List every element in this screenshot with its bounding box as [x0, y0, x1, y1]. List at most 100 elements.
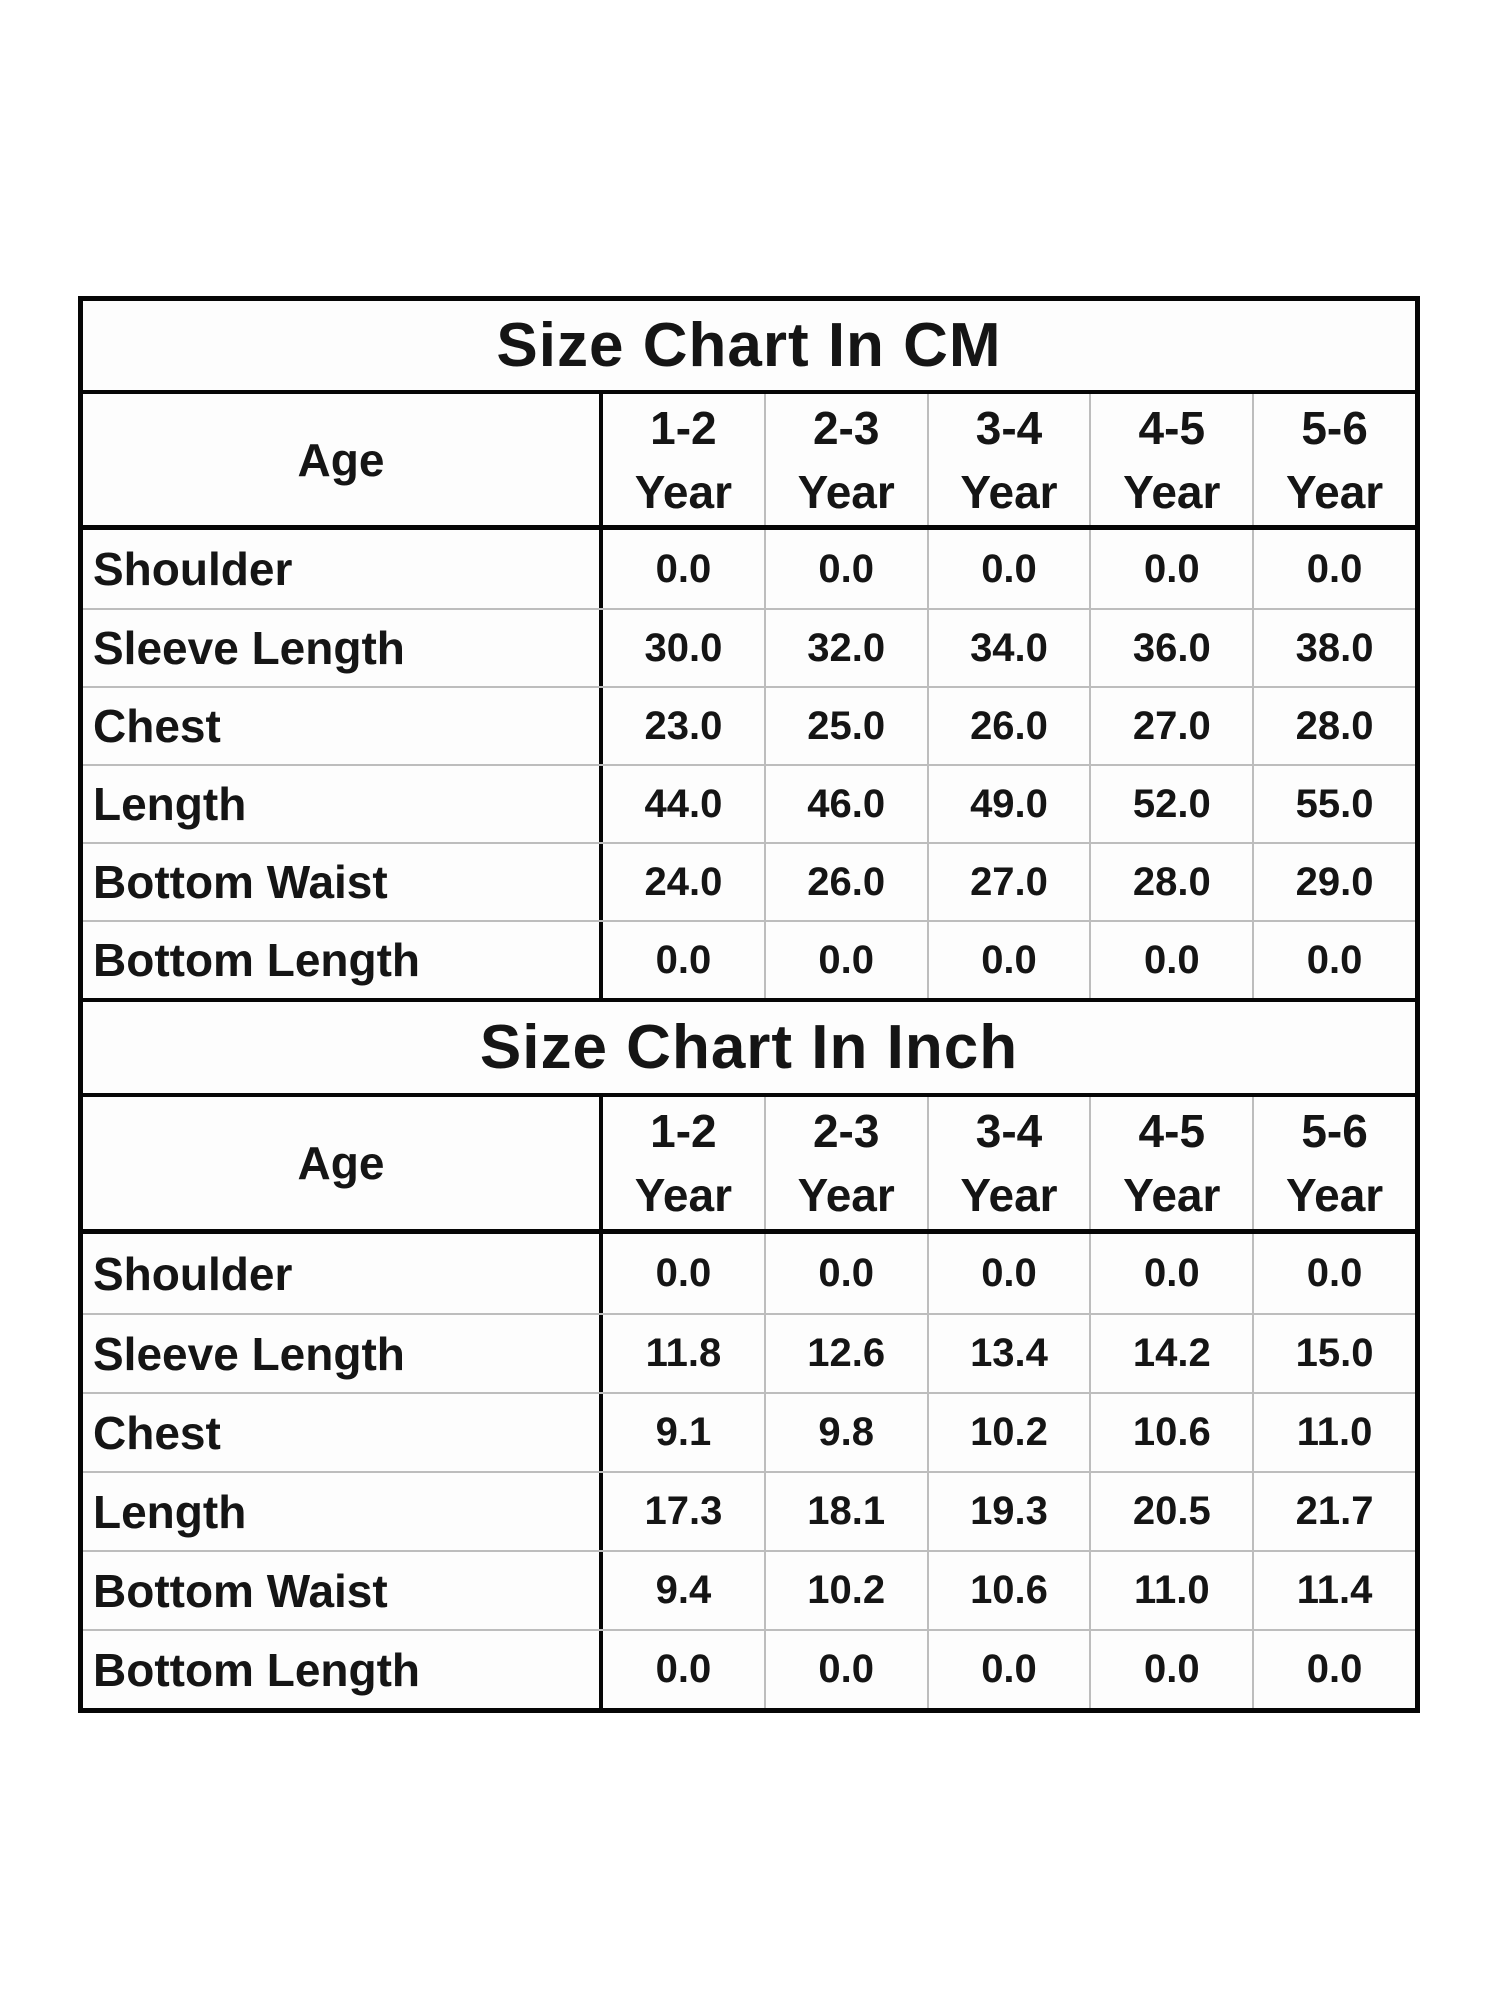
- cm-table-title: Size Chart In CM: [496, 311, 1002, 380]
- size-value-cell: 0.0: [655, 1251, 712, 1295]
- size-value-cell: 0.0: [763, 530, 927, 608]
- column-header-range: 4-5: [1138, 1105, 1206, 1157]
- size-value-cell: 11.0: [1089, 1552, 1252, 1629]
- row-label-cell: Sleeve Length: [83, 1315, 603, 1392]
- row-label: Bottom Length: [93, 1643, 421, 1696]
- column-header-unit: Year: [960, 465, 1058, 518]
- row-label: Shoulder: [93, 543, 293, 595]
- size-value-cell: 19.3: [926, 1473, 1090, 1550]
- inch-row-shoulder: Shoulder 0.0 0.0 0.0 0.0 0.0: [83, 1234, 1415, 1313]
- row-label-cell: Chest: [83, 688, 603, 764]
- cm-age-corner-cell: Age: [83, 394, 603, 525]
- row-label: Length: [93, 1485, 247, 1538]
- inch-table-title-row: Size Chart In Inch: [83, 998, 1415, 1097]
- column-header-unit: Year: [1123, 1169, 1221, 1221]
- inch-row-chest: Chest 9.1 9.8 10.2 10.6 11.0: [83, 1392, 1415, 1471]
- row-label-cell: Length: [83, 766, 603, 842]
- size-value-cell: 11.8: [645, 1331, 722, 1375]
- size-value-cell: 30.0: [644, 625, 723, 670]
- row-label: Chest: [93, 700, 221, 752]
- size-chart-sheet: Size Chart In CM Age 1-2 Year 2-3 Year 3…: [78, 296, 1420, 1713]
- size-value-cell: 36.0: [1089, 610, 1252, 686]
- size-value-cell: 0.0: [763, 922, 927, 998]
- inch-row-bottom-waist: Bottom Waist 9.4 10.2 10.6 11.0 11.4: [83, 1550, 1415, 1629]
- inch-row-bottom-length: Bottom Length 0.0 0.0 0.0 0.0 0.0: [83, 1629, 1415, 1708]
- column-header-range: 3-4: [975, 1105, 1043, 1157]
- column-header-unit: Year: [634, 465, 732, 518]
- size-value-cell: 32.0: [763, 610, 927, 686]
- size-value-cell: 20.5: [1089, 1473, 1252, 1550]
- size-value-cell: 14.2: [1089, 1315, 1252, 1392]
- size-value-cell: 0.0: [1252, 922, 1415, 998]
- column-header-unit: Year: [797, 465, 895, 518]
- row-label-cell: Shoulder: [83, 1234, 603, 1313]
- cm-column-header-4-5: 4-5 Year: [1089, 394, 1252, 525]
- cm-row-bottom-length: Bottom Length 0.0 0.0 0.0 0.0 0.0: [83, 920, 1415, 998]
- size-value-cell: 10.2: [926, 1394, 1090, 1471]
- column-header-unit: Year: [797, 1169, 895, 1221]
- column-header-unit: Year: [634, 1169, 732, 1221]
- size-value-cell: 29.0: [1252, 844, 1415, 920]
- row-label: Sleeve Length: [93, 622, 405, 674]
- cm-row-chest: Chest 23.0 25.0 26.0 27.0 28.0: [83, 686, 1415, 764]
- size-value-cell: 0.0: [763, 1631, 927, 1708]
- size-value-cell: 11.0: [1252, 1394, 1415, 1471]
- cm-row-sleeve-length: Sleeve Length 30.0 32.0 34.0 36.0 38.0: [83, 608, 1415, 686]
- size-value-cell: 9.8: [763, 1394, 927, 1471]
- column-header-unit: Year: [1285, 465, 1384, 518]
- row-label-cell: Shoulder: [83, 530, 603, 608]
- size-value-cell: 18.1: [763, 1473, 927, 1550]
- inch-column-header-4-5: 4-5 Year: [1089, 1097, 1252, 1229]
- column-header-range: 1-2: [650, 1105, 717, 1157]
- column-header-range: 5-6: [1301, 1105, 1368, 1157]
- size-value-cell: 0.0: [1252, 1631, 1415, 1708]
- cm-column-header-5-6: 5-6 Year: [1252, 394, 1415, 525]
- size-value-cell: 27.0: [1089, 688, 1252, 764]
- size-value-cell: 9.1: [655, 1410, 712, 1454]
- inch-header-row: Age 1-2 Year 2-3 Year 3-4 Year 4-5 Year …: [83, 1097, 1415, 1234]
- cm-header-row: Age 1-2 Year 2-3 Year 3-4 Year 4-5 Year …: [83, 394, 1415, 530]
- size-value-cell: 23.0: [644, 703, 723, 748]
- row-label-cell: Length: [83, 1473, 603, 1550]
- size-value-cell: 0.0: [1089, 1234, 1252, 1313]
- row-label: Chest: [93, 1406, 221, 1459]
- cm-age-label: Age: [297, 433, 385, 486]
- row-label: Sleeve Length: [93, 1327, 405, 1380]
- size-value-cell: 0.0: [926, 1631, 1090, 1708]
- size-value-cell: 13.4: [926, 1315, 1090, 1392]
- cm-column-header-2-3: 2-3 Year: [763, 394, 927, 525]
- inch-row-length: Length 17.3 18.1 19.3 20.5 21.7: [83, 1471, 1415, 1550]
- size-value-cell: 10.6: [926, 1552, 1090, 1629]
- size-value-cell: 10.6: [1089, 1394, 1252, 1471]
- inch-age-corner-cell: Age: [83, 1097, 603, 1229]
- inch-column-header-2-3: 2-3 Year: [763, 1097, 927, 1229]
- size-value-cell: 27.0: [926, 844, 1090, 920]
- row-label-cell: Sleeve Length: [83, 610, 603, 686]
- row-label-cell: Bottom Waist: [83, 1552, 603, 1629]
- size-value-cell: 49.0: [926, 766, 1090, 842]
- size-value-cell: 10.2: [763, 1552, 927, 1629]
- cm-row-length: Length 44.0 46.0 49.0 52.0 55.0: [83, 764, 1415, 842]
- column-header-unit: Year: [1123, 465, 1221, 518]
- row-label: Shoulder: [93, 1247, 293, 1300]
- cm-row-bottom-waist: Bottom Waist 24.0 26.0 27.0 28.0 29.0: [83, 842, 1415, 920]
- column-header-range: 4-5: [1138, 401, 1206, 454]
- inch-age-label: Age: [297, 1137, 385, 1189]
- size-value-cell: 52.0: [1089, 766, 1252, 842]
- column-header-range: 5-6: [1301, 401, 1368, 454]
- size-value-cell: 26.0: [763, 844, 927, 920]
- size-value-cell: 0.0: [763, 1234, 927, 1313]
- row-label-cell: Bottom Waist: [83, 844, 603, 920]
- size-value-cell: 0.0: [1089, 530, 1252, 608]
- column-header-range: 3-4: [975, 401, 1043, 454]
- inch-column-header-1-2: 1-2 Year: [603, 1097, 764, 1229]
- size-value-cell: 21.7: [1252, 1473, 1415, 1550]
- size-value-cell: 28.0: [1089, 844, 1252, 920]
- size-value-cell: 26.0: [926, 688, 1090, 764]
- size-value-cell: 17.3: [644, 1489, 723, 1533]
- size-value-cell: 12.6: [763, 1315, 927, 1392]
- column-header-range: 2-3: [812, 1105, 880, 1157]
- size-value-cell: 0.0: [926, 922, 1090, 998]
- row-label: Bottom Waist: [93, 856, 388, 908]
